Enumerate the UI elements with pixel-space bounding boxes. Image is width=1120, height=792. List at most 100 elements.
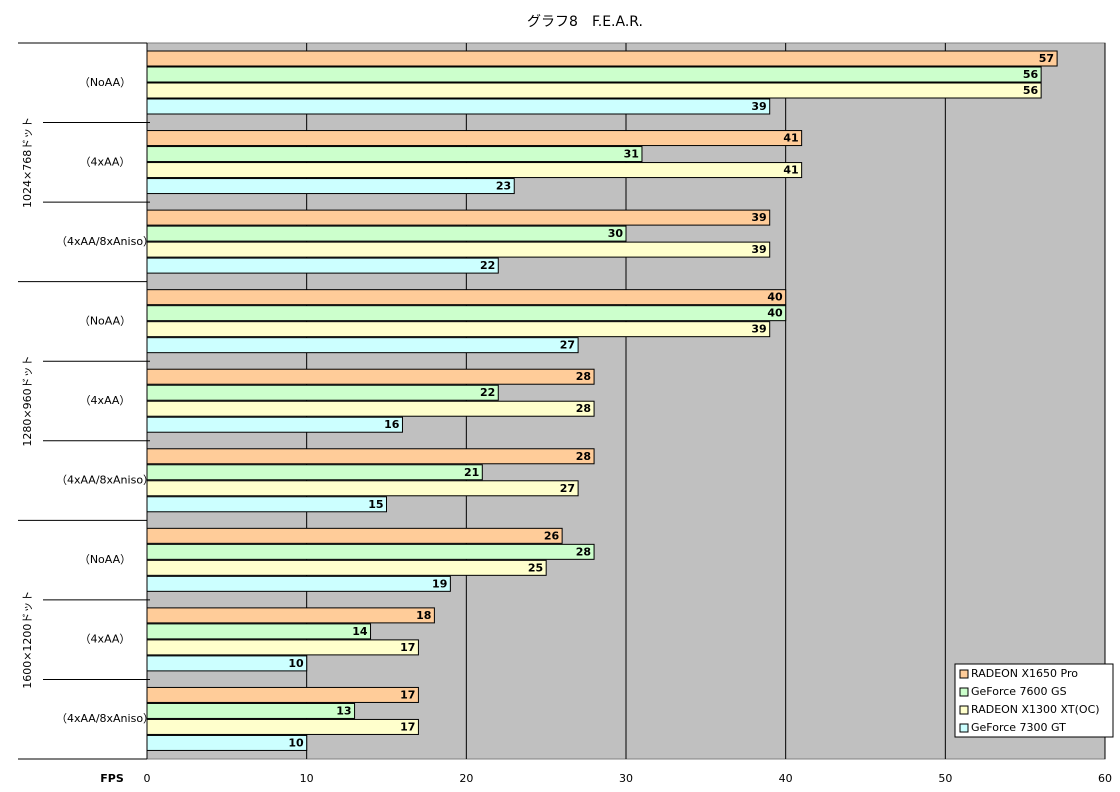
data-label: 39	[751, 100, 766, 113]
category-label: （4xAA）	[80, 394, 131, 407]
data-label: 57	[1039, 52, 1054, 65]
data-label: 39	[751, 323, 766, 336]
bar	[146, 543, 595, 560]
group-label: 1024×768ドット	[21, 117, 34, 208]
bar	[146, 209, 771, 226]
data-label: 39	[751, 211, 766, 224]
data-label: 26	[544, 529, 560, 542]
bar	[146, 575, 451, 592]
bar	[146, 416, 403, 433]
bar	[146, 98, 771, 115]
bar	[146, 257, 499, 274]
x-tick-label: 30	[619, 772, 633, 785]
bar	[146, 384, 499, 401]
legend-swatch	[959, 723, 969, 733]
category-label: （4xAA/8xAniso）	[56, 235, 154, 248]
data-label: 28	[576, 402, 591, 415]
category-label: （4xAA）	[80, 155, 131, 168]
legend-swatch	[959, 705, 969, 715]
data-label: 41	[783, 132, 798, 145]
data-label: 27	[560, 339, 575, 352]
category-label: （4xAA/8xAniso）	[56, 474, 154, 487]
data-label: 23	[496, 180, 511, 193]
bar	[146, 702, 356, 719]
category-label: （NoAA）	[79, 76, 131, 89]
data-label: 41	[783, 164, 798, 177]
data-label: 17	[400, 720, 415, 733]
bar	[146, 130, 803, 147]
legend-swatch	[959, 687, 969, 697]
bar	[146, 496, 387, 513]
data-label: 28	[576, 450, 591, 463]
bar	[146, 607, 435, 624]
bar	[146, 50, 1058, 67]
data-label: 31	[624, 148, 639, 161]
bar	[146, 686, 419, 703]
data-label: 17	[400, 688, 415, 701]
bar	[146, 718, 419, 735]
bar	[146, 321, 771, 338]
bar	[146, 305, 787, 322]
data-label: 21	[464, 466, 479, 479]
data-label: 27	[560, 482, 575, 495]
bar	[146, 655, 308, 672]
data-label: 19	[432, 577, 447, 590]
data-label: 28	[576, 370, 591, 383]
data-label: 40	[767, 307, 783, 320]
data-label: 10	[288, 657, 304, 670]
x-axis-label: FPS	[100, 772, 124, 785]
legend-label: RADEON X1300 XT(OC)	[971, 703, 1100, 716]
data-label: 10	[288, 736, 304, 749]
data-label: 39	[751, 243, 766, 256]
x-tick-label: 10	[300, 772, 314, 785]
bar	[146, 82, 1042, 99]
x-tick-label: 40	[779, 772, 793, 785]
data-label: 22	[480, 259, 495, 272]
legend-label: RADEON X1650 Pro	[971, 667, 1078, 680]
data-label: 18	[416, 609, 431, 622]
x-tick-label: 50	[938, 772, 952, 785]
bar	[146, 178, 515, 195]
bar	[146, 289, 787, 306]
bar	[146, 400, 595, 417]
data-label: 16	[384, 418, 400, 431]
bar	[146, 527, 563, 544]
data-label: 56	[1023, 84, 1039, 97]
legend-box	[954, 663, 1114, 738]
bar	[146, 559, 547, 576]
bar	[146, 225, 627, 242]
bar	[146, 337, 579, 354]
bar	[146, 241, 771, 258]
category-label: （4xAA/8xAniso）	[56, 712, 154, 725]
bar	[146, 734, 308, 751]
bar	[146, 448, 595, 465]
category-label: （NoAA）	[79, 314, 131, 327]
category-label: （4xAA）	[80, 633, 131, 646]
group-label: 1600×1200ドット	[21, 591, 34, 689]
bar	[146, 480, 579, 497]
bar	[146, 146, 643, 163]
data-label: 13	[336, 704, 351, 717]
category-label: （NoAA）	[79, 553, 131, 566]
data-label: 40	[767, 291, 783, 304]
legend-label: GeForce 7600 GS	[971, 685, 1067, 698]
bar	[146, 162, 803, 179]
data-label: 14	[352, 625, 368, 638]
data-label: 25	[528, 561, 543, 574]
chart-title: グラフ8 F.E.A.R.	[527, 14, 643, 30]
x-tick-label: 0	[144, 772, 151, 785]
legend-label: GeForce 7300 GT	[971, 721, 1066, 734]
bar	[146, 66, 1042, 83]
legend-swatch	[959, 669, 969, 679]
bar	[146, 464, 483, 481]
bar	[146, 639, 419, 656]
data-label: 30	[608, 227, 624, 240]
data-label: 15	[368, 498, 383, 511]
x-tick-label: 20	[459, 772, 473, 785]
data-label: 17	[400, 641, 415, 654]
bar	[146, 623, 372, 640]
data-label: 28	[576, 545, 591, 558]
data-label: 56	[1023, 68, 1039, 81]
group-label: 1280×960ドット	[21, 355, 34, 446]
